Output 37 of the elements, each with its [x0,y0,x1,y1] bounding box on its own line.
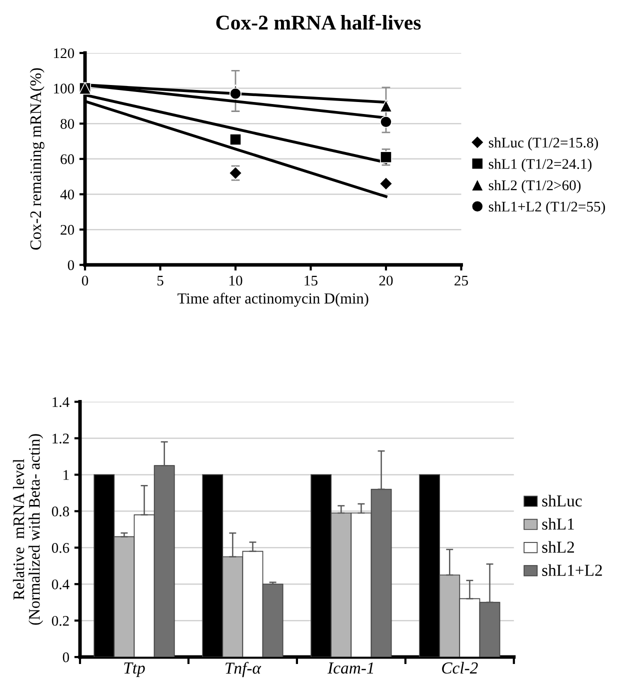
y-tick-label: 1.4 [52,397,70,408]
x-tick-label: Ttp [124,662,145,678]
x-tick-label: 5 [157,276,164,286]
y-tick-label: 80 [60,118,74,129]
y-tick-label: 0.8 [52,506,70,516]
y-axis-title: Relative mRNA level (Normalized with Beta- actin) [12,434,44,625]
chart-title: Cox-2 mRNA half-lives [216,14,421,30]
legend-label: shLuc (T1/2=15.8) [488,137,598,151]
x-tick-label: 10 [229,276,242,286]
y-tick-label: 0.6 [52,543,70,553]
legend-label: shLuc [542,494,582,507]
y-tick-label: 40 [60,190,74,200]
legend-label: shL1+L2 (T1/2=55) [488,201,605,215]
y-tick-label: 1 [64,470,69,480]
x-tick-label: 25 [454,276,468,286]
y-tick-label: 1.2 [52,434,69,444]
y-tick-label: 0.4 [52,579,70,590]
y-tick-label: 0 [68,260,74,270]
legend-label: shL1+L2 [542,564,602,576]
legend-label: shL1 (T1/2=24.1) [488,158,592,172]
y-tick-label: 100 [54,84,74,94]
x-tick-label: 15 [304,276,318,286]
y-tick-label: 0.2 [52,616,69,626]
x-tick-label: Ccl-2 [442,662,478,674]
x-tick-label: 0 [82,276,88,286]
legend-label: shL2 [542,541,574,553]
y-axis-title: Cox-2 remaining mRNA(%) [30,68,44,250]
x-tick-label: 20 [379,276,393,286]
y-tick-label: 0 [62,652,70,662]
y-tick-label: 60 [60,154,74,164]
x-axis-title: Time after actinomycin D(min) [178,292,368,307]
x-tick-label: Tnf-α [226,662,262,678]
x-tick-label: Icam-1 [328,662,373,674]
legend-label: shL1 [542,518,574,530]
y-tick-label: 20 [60,224,74,235]
legend-label: shL2 (T1/2>60) [488,180,581,194]
y-tick-label: 120 [54,48,74,58]
